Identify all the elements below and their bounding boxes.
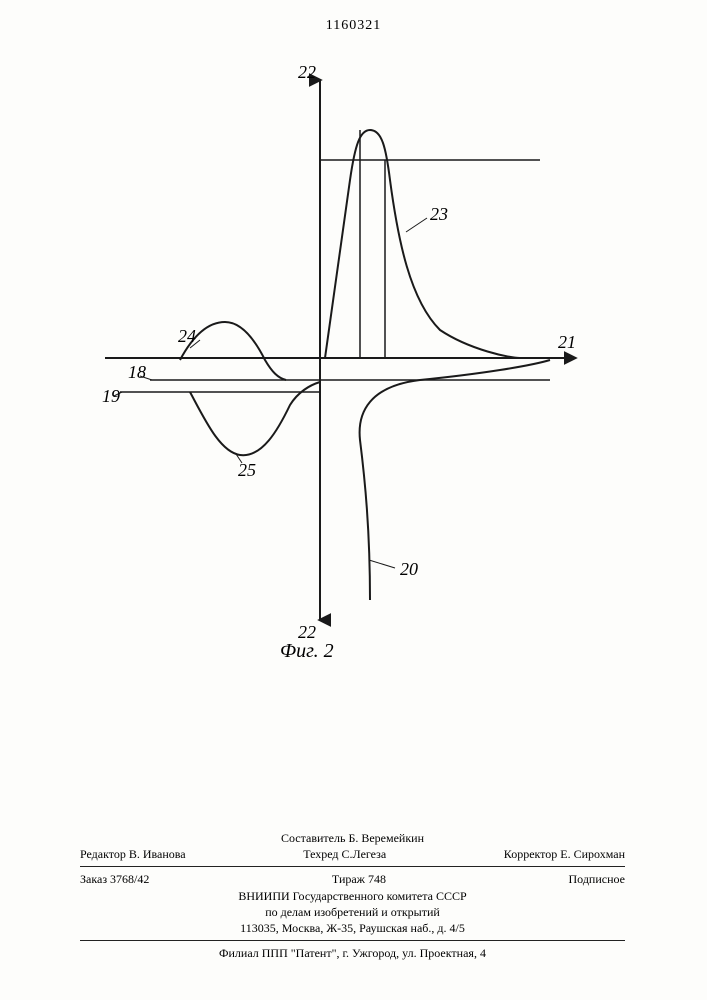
techred: Техред С.Легеза: [303, 846, 386, 862]
curve-23: [325, 130, 520, 358]
curve-20: [360, 360, 550, 600]
label-19: 19: [102, 386, 120, 406]
subscription: Подписное: [569, 871, 626, 887]
curve-25: [190, 382, 320, 455]
footer-block: Составитель Б. Веремейкин Редактор В. Ив…: [80, 830, 625, 961]
order: Заказ 3768/42: [80, 871, 149, 887]
filial: Филиал ППП "Патент", г. Ужгород, ул. Про…: [80, 945, 625, 961]
footer-rule-2: [80, 940, 625, 941]
label-18: 18: [128, 362, 146, 382]
label-21: 21: [558, 332, 576, 352]
footer-rule-1: [80, 866, 625, 867]
org1: ВНИИПИ Государственного комитета СССР: [80, 888, 625, 904]
label-23: 23: [430, 204, 448, 224]
tirazh: Тираж 748: [332, 871, 386, 887]
label-20: 20: [400, 559, 418, 579]
address1: 113035, Москва, Ж-35, Раушская наб., д. …: [80, 920, 625, 936]
corrector: Корректор Е. Сирохман: [504, 846, 625, 862]
org2: по делам изобретений и открытий: [80, 904, 625, 920]
label-22-bot: 22: [298, 622, 316, 642]
label-25: 25: [238, 460, 256, 480]
label-22-top: 22: [298, 62, 316, 82]
leader-20: [369, 560, 395, 568]
compiler-line: Составитель Б. Веремейкин: [80, 830, 625, 846]
figure-caption: Фиг. 2: [280, 640, 334, 663]
label-24: 24: [178, 326, 196, 346]
figure-2-diagram: 22 22 21 23 20 24 25 18 19: [60, 60, 620, 650]
editor: Редактор В. Иванова: [80, 846, 186, 862]
document-number: 1160321: [0, 18, 707, 34]
leader-23: [406, 218, 427, 232]
